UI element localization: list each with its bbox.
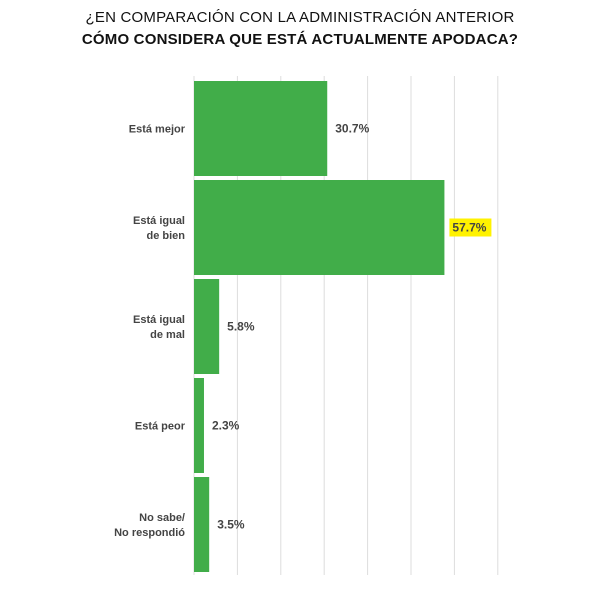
category-label: No sabe/No respondió bbox=[114, 512, 185, 539]
category-label-line: Está igual bbox=[133, 215, 185, 227]
category-label: Está igual de bien bbox=[133, 215, 185, 242]
bar bbox=[194, 378, 204, 473]
value-label: 57.7% bbox=[452, 221, 486, 235]
category-label: Está peor bbox=[135, 421, 186, 433]
category-label-line: Está peor bbox=[135, 421, 186, 433]
bar bbox=[194, 180, 445, 275]
bar bbox=[194, 279, 220, 374]
category-label-line: de mal bbox=[150, 329, 185, 341]
chart-title-line-2: CÓMO CONSIDERA QUE ESTÁ ACTUALMENTE APOD… bbox=[81, 31, 519, 48]
category-label-line: Está igual bbox=[133, 314, 185, 326]
category-label: Está mejor bbox=[129, 124, 186, 136]
bar bbox=[194, 477, 210, 572]
category-label-line: No sabe/ bbox=[139, 512, 185, 524]
category-label: Está igual de mal bbox=[133, 314, 185, 341]
category-label-line: de bien bbox=[146, 230, 185, 242]
chart-title-line-1: ¿EN COMPARACIÓN CON LA ADMINISTRACIÓN AN… bbox=[85, 9, 515, 26]
category-label-line: Está mejor bbox=[129, 124, 186, 136]
value-label: 3.5% bbox=[217, 518, 245, 532]
bar bbox=[194, 81, 328, 176]
value-label: 2.3% bbox=[212, 419, 240, 433]
value-label: 30.7% bbox=[335, 122, 369, 136]
value-highlight bbox=[449, 218, 492, 237]
category-label-line: No respondió bbox=[114, 527, 185, 539]
value-label: 5.8% bbox=[227, 320, 255, 334]
